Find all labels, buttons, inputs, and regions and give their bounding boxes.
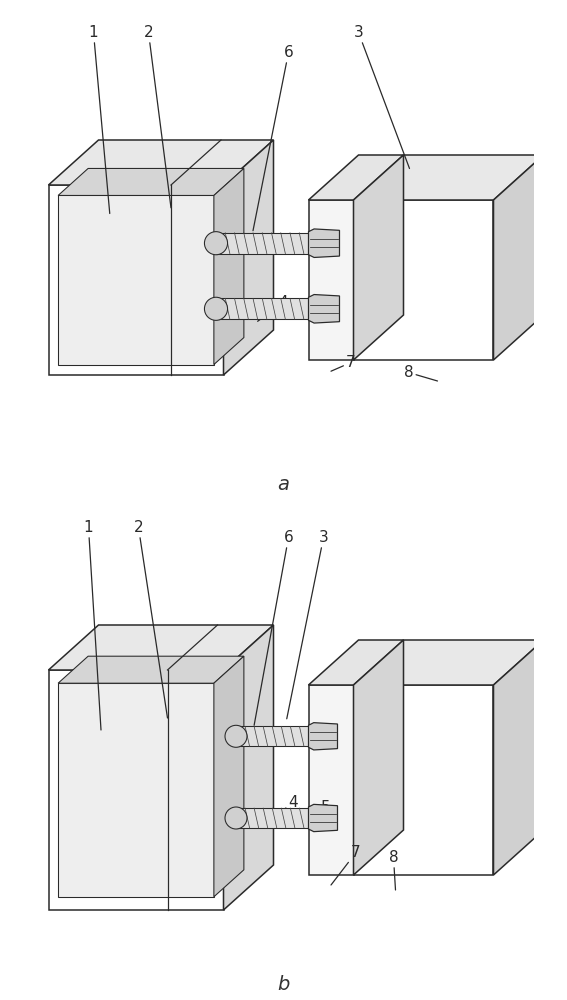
Text: 7: 7 — [331, 355, 356, 371]
Text: 7: 7 — [331, 845, 361, 885]
Text: 3: 3 — [287, 530, 328, 719]
Text: 1: 1 — [88, 25, 110, 214]
Polygon shape — [353, 640, 404, 875]
Text: 6: 6 — [254, 530, 293, 725]
Polygon shape — [308, 200, 353, 360]
Polygon shape — [58, 195, 214, 365]
Polygon shape — [308, 295, 340, 323]
Polygon shape — [308, 723, 337, 750]
Text: 6: 6 — [253, 45, 293, 231]
Polygon shape — [308, 640, 404, 685]
Text: 2: 2 — [143, 25, 171, 208]
Polygon shape — [214, 656, 244, 897]
Polygon shape — [493, 640, 544, 875]
Polygon shape — [223, 625, 273, 910]
Text: 4: 4 — [257, 295, 288, 321]
Polygon shape — [58, 683, 214, 897]
Text: 8: 8 — [404, 365, 438, 381]
Polygon shape — [353, 685, 493, 875]
Polygon shape — [308, 685, 353, 875]
Polygon shape — [223, 140, 273, 375]
Bar — [236, 808, 308, 828]
Polygon shape — [353, 200, 493, 360]
Polygon shape — [308, 155, 404, 200]
Circle shape — [205, 297, 227, 320]
Text: b: b — [277, 976, 290, 994]
Text: 1: 1 — [84, 520, 101, 730]
Text: 3: 3 — [354, 25, 409, 168]
Polygon shape — [58, 656, 244, 683]
Text: 2: 2 — [134, 520, 167, 718]
Text: 8: 8 — [389, 850, 398, 890]
Polygon shape — [58, 168, 244, 195]
Text: 4: 4 — [265, 795, 298, 823]
Bar — [236, 726, 308, 746]
Circle shape — [225, 725, 247, 747]
Polygon shape — [353, 155, 544, 200]
Polygon shape — [49, 185, 223, 375]
Polygon shape — [214, 168, 244, 365]
Polygon shape — [493, 155, 544, 360]
Polygon shape — [353, 155, 404, 360]
Circle shape — [205, 232, 227, 255]
Polygon shape — [49, 625, 273, 670]
Text: a: a — [277, 476, 290, 494]
Polygon shape — [49, 670, 223, 910]
Polygon shape — [353, 640, 544, 685]
Bar — [216, 298, 308, 319]
Polygon shape — [49, 140, 273, 185]
Bar — [216, 233, 308, 254]
Polygon shape — [308, 804, 337, 832]
Text: 5: 5 — [314, 800, 331, 823]
Circle shape — [225, 807, 247, 829]
Polygon shape — [308, 229, 340, 257]
